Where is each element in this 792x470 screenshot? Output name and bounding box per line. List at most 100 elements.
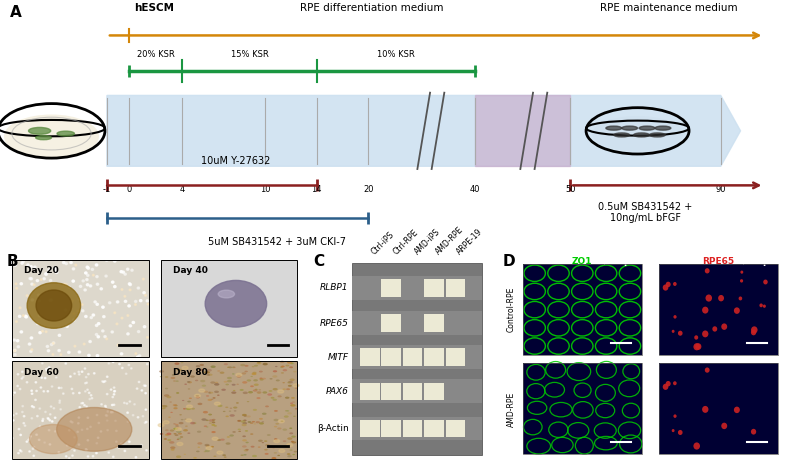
- Ellipse shape: [712, 326, 718, 332]
- Ellipse shape: [252, 366, 255, 368]
- Ellipse shape: [21, 371, 23, 372]
- Ellipse shape: [232, 431, 236, 433]
- Ellipse shape: [202, 384, 206, 387]
- Ellipse shape: [214, 383, 219, 386]
- Ellipse shape: [13, 339, 16, 341]
- Ellipse shape: [185, 430, 188, 431]
- Ellipse shape: [173, 428, 177, 430]
- Text: 20% KSR: 20% KSR: [137, 50, 174, 59]
- Ellipse shape: [36, 415, 38, 417]
- Ellipse shape: [65, 263, 67, 265]
- Ellipse shape: [281, 366, 285, 367]
- Bar: [161, 260, 298, 357]
- Ellipse shape: [257, 391, 261, 393]
- Text: D: D: [503, 254, 516, 269]
- Ellipse shape: [16, 288, 17, 289]
- Ellipse shape: [86, 382, 87, 384]
- Ellipse shape: [256, 421, 260, 423]
- Text: A: A: [10, 6, 21, 21]
- Ellipse shape: [606, 126, 622, 130]
- Ellipse shape: [109, 302, 111, 304]
- Bar: [475, 95, 570, 166]
- Ellipse shape: [33, 446, 35, 447]
- Text: 0: 0: [127, 185, 131, 195]
- Bar: [403, 420, 422, 437]
- Ellipse shape: [205, 281, 267, 327]
- Ellipse shape: [227, 436, 230, 438]
- Ellipse shape: [188, 432, 190, 434]
- Ellipse shape: [73, 319, 75, 321]
- Ellipse shape: [93, 373, 95, 374]
- Ellipse shape: [116, 323, 118, 325]
- Ellipse shape: [177, 439, 179, 440]
- Ellipse shape: [43, 391, 44, 392]
- Ellipse shape: [139, 381, 140, 383]
- Ellipse shape: [127, 315, 129, 316]
- Ellipse shape: [291, 441, 294, 442]
- Ellipse shape: [103, 316, 105, 318]
- Bar: [161, 260, 298, 357]
- Ellipse shape: [71, 388, 73, 390]
- Ellipse shape: [246, 379, 251, 382]
- Ellipse shape: [128, 305, 130, 307]
- Ellipse shape: [111, 411, 112, 413]
- Ellipse shape: [267, 434, 271, 436]
- Ellipse shape: [252, 455, 257, 457]
- Ellipse shape: [286, 365, 289, 367]
- Ellipse shape: [60, 409, 62, 410]
- Ellipse shape: [264, 440, 268, 442]
- Ellipse shape: [695, 343, 702, 350]
- Ellipse shape: [262, 413, 267, 415]
- Ellipse shape: [135, 304, 136, 306]
- Ellipse shape: [214, 391, 219, 393]
- Text: RLBP1: RLBP1: [320, 283, 348, 292]
- Ellipse shape: [265, 444, 270, 446]
- Ellipse shape: [48, 367, 50, 368]
- Ellipse shape: [215, 402, 220, 405]
- Ellipse shape: [145, 295, 147, 296]
- Ellipse shape: [90, 316, 93, 319]
- Bar: [523, 264, 642, 355]
- Ellipse shape: [255, 389, 257, 390]
- Text: AMD-RPE: AMD-RPE: [434, 226, 466, 257]
- Ellipse shape: [118, 447, 120, 448]
- Ellipse shape: [132, 321, 135, 323]
- Ellipse shape: [33, 284, 35, 286]
- Ellipse shape: [145, 385, 147, 386]
- Ellipse shape: [72, 455, 73, 456]
- Ellipse shape: [121, 289, 123, 290]
- Ellipse shape: [287, 455, 291, 457]
- Ellipse shape: [88, 374, 89, 375]
- Ellipse shape: [81, 403, 82, 404]
- Ellipse shape: [242, 392, 248, 394]
- Ellipse shape: [22, 406, 24, 407]
- Ellipse shape: [230, 407, 232, 409]
- Ellipse shape: [259, 418, 263, 420]
- Ellipse shape: [78, 371, 79, 373]
- Ellipse shape: [129, 283, 131, 286]
- Ellipse shape: [274, 439, 280, 443]
- Ellipse shape: [274, 439, 278, 440]
- Ellipse shape: [287, 361, 292, 364]
- Ellipse shape: [31, 349, 32, 351]
- Ellipse shape: [673, 282, 676, 286]
- Ellipse shape: [135, 353, 137, 354]
- Ellipse shape: [242, 422, 247, 424]
- Ellipse shape: [17, 453, 19, 454]
- Ellipse shape: [106, 338, 108, 340]
- Ellipse shape: [242, 414, 247, 416]
- Ellipse shape: [678, 331, 683, 336]
- Ellipse shape: [116, 441, 117, 442]
- Ellipse shape: [32, 372, 34, 374]
- Ellipse shape: [19, 388, 21, 390]
- Text: 15% KSR: 15% KSR: [230, 50, 268, 59]
- Ellipse shape: [287, 437, 292, 440]
- Ellipse shape: [14, 392, 16, 393]
- Ellipse shape: [280, 421, 284, 422]
- Ellipse shape: [694, 343, 700, 350]
- Ellipse shape: [48, 368, 49, 369]
- Ellipse shape: [22, 376, 24, 378]
- Ellipse shape: [21, 378, 23, 379]
- Bar: [360, 383, 379, 400]
- Text: PAX6: PAX6: [326, 387, 348, 396]
